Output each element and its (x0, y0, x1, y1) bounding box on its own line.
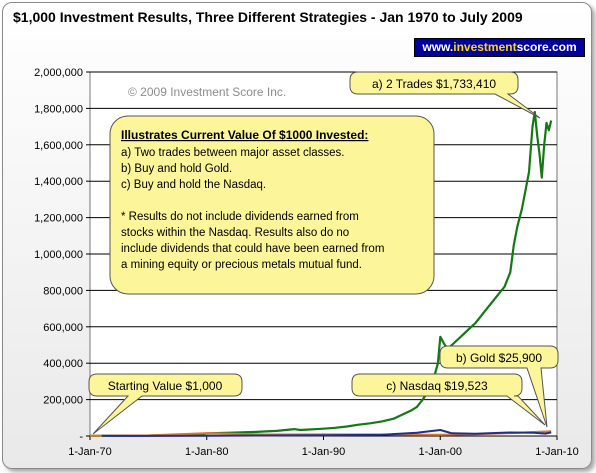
x-tick-label: 1-Jan-70 (68, 446, 111, 458)
info-box-line: stocks within the Nasdaq. Results also d… (121, 227, 349, 239)
info-box-line: a) Two trades between major asset classe… (121, 147, 345, 159)
info-box-heading: Illustrates Current Value Of $1000 Inves… (121, 128, 368, 142)
info-box-line: * Results do not include dividends earne… (121, 211, 359, 223)
y-tick-label: 400,000 (43, 358, 83, 370)
y-tick-label: 1,200,000 (34, 213, 83, 225)
x-tick-label: 1-Jan-10 (535, 446, 578, 458)
x-tick-label: 1-Jan-80 (185, 446, 228, 458)
callout-b-label: b) Gold $25,900 (456, 351, 542, 365)
brand-prefix: www. (422, 40, 454, 54)
info-box (109, 115, 435, 295)
y-tick-label: 1,000,000 (34, 249, 83, 261)
y-tick-label: 600,000 (43, 322, 83, 334)
info-box-line: a mining equity or precious metals mutua… (121, 259, 362, 271)
callout-a-bubble (349, 71, 541, 119)
info-box-line: include dividends that could have been e… (121, 243, 384, 255)
copyright-text: © 2009 Investment Score Inc. (128, 85, 286, 99)
callout-c-bubble (351, 373, 546, 426)
brand-url-box[interactable]: www.investmentscore.com (414, 38, 585, 57)
brand-middle: investment (453, 40, 517, 54)
callout-start-label: Starting Value $1,000 (108, 379, 223, 393)
y-tick-label: 2,000,000 (34, 67, 83, 79)
brand-suffix: score.com (516, 40, 577, 54)
x-tick-label: 1-Jan-90 (302, 446, 345, 458)
chart-title: $1,000 Investment Results, Three Differe… (13, 9, 523, 25)
y-tick-label: 1,400,000 (34, 176, 83, 188)
y-tick-label: 200,000 (43, 395, 83, 407)
y-tick-label: 1,600,000 (34, 140, 83, 152)
y-tick-label: 1,800,000 (34, 103, 83, 115)
series-two-trades-line (90, 110, 553, 437)
y-tick-label: - (79, 431, 83, 443)
callout-start-bubble (88, 373, 243, 435)
series-nasdaq-line (101, 429, 552, 437)
info-box-line: c) Buy and hold the Nasdaq. (121, 179, 266, 191)
callout-b-bubble (439, 345, 559, 428)
x-tick-label: 1-Jan-00 (419, 446, 462, 458)
callout-c-label: c) Nasdaq $19,523 (386, 379, 488, 393)
y-tick-label: 800,000 (43, 285, 83, 297)
callout-a-label: a) 2 Trades $1,733,410 (372, 77, 496, 91)
info-box-line: b) Buy and hold Gold. (121, 163, 232, 175)
